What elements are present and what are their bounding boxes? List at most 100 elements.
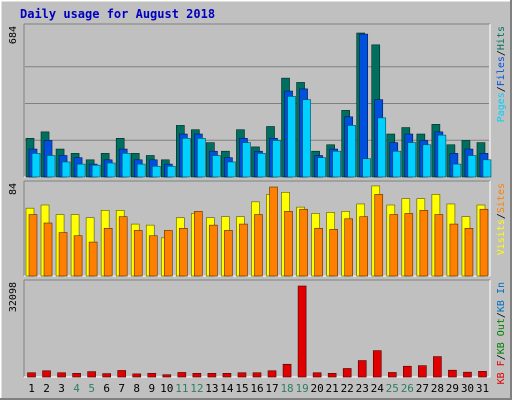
bar-sites-day-13 [209, 224, 218, 277]
panel-legend: Visits/Sites [496, 183, 507, 255]
bar-sites-day-30 [464, 228, 474, 277]
bar-kb-f-day-22 [342, 368, 352, 378]
y-max-label: 32098 [8, 282, 19, 312]
bar-kb-f-day-23 [357, 360, 367, 378]
bar-kb-f-day-28 [433, 356, 442, 378]
bar-sites-day-4 [73, 235, 83, 277]
x-tick-label-16: 16 [250, 382, 263, 395]
bar-kb-f-day-30 [463, 371, 472, 378]
bar-kb-f-day-16 [252, 372, 262, 378]
bar-kb-f-day-8 [132, 373, 142, 378]
bar-pages-day-23 [362, 158, 372, 178]
bar-kb-f-day-4 [72, 373, 81, 378]
x-tick-label-18: 18 [280, 382, 293, 395]
bar-pages-day-24 [377, 117, 387, 178]
bar-pages-day-8 [136, 163, 146, 178]
legend-entry: Hits [496, 26, 507, 50]
bar-pages-day-25 [392, 150, 402, 178]
legend-entry: Files [496, 56, 507, 86]
bar-kb-f-day-11 [177, 372, 187, 378]
x-tick-label-27: 27 [416, 382, 429, 395]
x-tick-label-15: 15 [235, 382, 248, 395]
bar-sites-day-18 [284, 211, 293, 277]
x-tick-label-5: 5 [88, 382, 95, 395]
bar-sites-day-25 [389, 214, 399, 277]
bar-kb-f-day-14 [222, 373, 232, 378]
bar-pages-day-11 [182, 138, 191, 178]
legend-entry: KB F [496, 360, 507, 384]
bar-sites-day-14 [224, 230, 233, 277]
plot-area [24, 280, 490, 377]
bar-pages-day-1 [31, 153, 41, 178]
x-tick-label-13: 13 [205, 382, 218, 395]
x-tick-label-10: 10 [160, 382, 173, 395]
bar-sites-day-6 [103, 228, 113, 277]
x-tick-label-1: 1 [28, 382, 35, 395]
x-tick-label-6: 6 [103, 382, 110, 395]
bar-pages-day-4 [76, 163, 86, 178]
x-tick-label-12: 12 [190, 382, 203, 395]
bar-kb-f-day-26 [403, 365, 412, 378]
legend-entry: KB Out [496, 318, 507, 354]
bar-pages-day-28 [437, 134, 447, 178]
bar-pages-day-27 [422, 144, 432, 178]
bar-kb-f-day-7 [117, 370, 127, 378]
bar-kb-f-day-9 [147, 373, 157, 378]
bar-sites-day-27 [419, 210, 429, 277]
bar-pages-day-5 [91, 164, 101, 178]
bar-kb-f-day-17 [267, 370, 277, 378]
bar-pages-day-31 [482, 159, 492, 178]
x-tick-label-29: 29 [446, 382, 459, 395]
bar-kb-f-day-20 [312, 372, 322, 378]
legend-entry: Visits [496, 219, 507, 255]
bar-sites-day-23 [359, 216, 369, 277]
bar-pages-day-12 [197, 138, 206, 178]
x-axis-labels: 1 2 3 4 5 6 7 8 9 10 11 12 13 14 15 16 17 18 19 20 21 22 23 24 2… [28, 382, 489, 395]
bar-sites-day-8 [133, 230, 143, 277]
panel-legend: Pages/Files/Hits [496, 26, 507, 122]
x-tick-label-21: 21 [326, 382, 339, 395]
legend-entry: Pages [496, 92, 507, 122]
bar-pages-day-13 [212, 155, 221, 178]
legend-entry: / [496, 50, 507, 56]
bar-sites-day-15 [239, 223, 248, 277]
bar-pages-day-3 [61, 161, 71, 178]
x-tick-label-24: 24 [371, 382, 385, 395]
bar-sites-day-29 [449, 223, 459, 277]
bar-kb-f-day-24 [372, 350, 382, 378]
bar-sites-day-22 [344, 218, 353, 277]
bar-kb-f-day-15 [237, 372, 247, 378]
bar-sites-day-21 [329, 229, 338, 277]
bar-kb-f-day-29 [448, 369, 457, 378]
chart-title: Daily usage for August 2018 [20, 7, 215, 21]
bar-pages-day-9 [151, 165, 161, 178]
chart-panels: 684Pages/Files/Hits84Visits/Sites32098KB… [8, 23, 507, 384]
bar-kb-f-day-27 [418, 365, 427, 378]
bar-pages-day-14 [227, 161, 236, 178]
bar-sites-day-19 [299, 208, 308, 277]
bar-sites-day-11 [179, 228, 188, 277]
x-tick-label-9: 9 [148, 382, 155, 395]
x-tick-label-3: 3 [58, 382, 65, 395]
bar-sites-day-20 [314, 228, 323, 277]
bar-sites-day-26 [404, 213, 414, 277]
bar-pages-day-30 [467, 155, 477, 178]
x-tick-label-4: 4 [73, 382, 80, 395]
x-tick-label-19: 19 [295, 382, 308, 395]
bar-sites-day-16 [254, 214, 263, 277]
x-tick-label-17: 17 [265, 382, 278, 395]
bar-pages-day-16 [257, 153, 266, 178]
bar-kb-f-day-10 [162, 374, 172, 378]
legend-entry: Sites [496, 183, 507, 213]
bar-pages-day-17 [272, 140, 281, 178]
bar-kb-f-day-6 [102, 373, 111, 378]
bar-kb-f-day-31 [478, 371, 487, 378]
bar-pages-day-15 [242, 142, 251, 178]
bar-sites-day-28 [434, 214, 444, 277]
bar-kb-f-day-12 [192, 373, 202, 378]
bar-sites-day-10 [163, 230, 173, 277]
legend-entry: KB In [496, 282, 507, 312]
bar-sites-day-3 [58, 232, 68, 277]
